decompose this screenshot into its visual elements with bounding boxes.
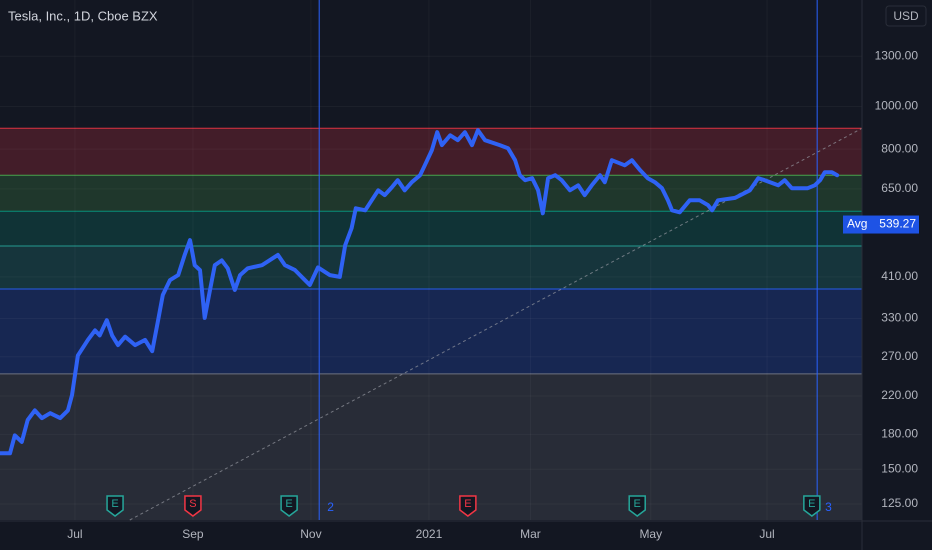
average-value: 539.27 bbox=[879, 217, 916, 231]
price-axis bbox=[862, 0, 932, 550]
y-tick-label: 650.00 bbox=[881, 181, 918, 195]
average-label: Avg bbox=[847, 217, 867, 231]
y-tick-label: 1300.00 bbox=[875, 48, 919, 62]
y-tick-label: 150.00 bbox=[881, 461, 918, 475]
x-tick-label: Sep bbox=[182, 527, 204, 541]
x-tick-label: Mar bbox=[520, 527, 541, 541]
x-tick-label: Nov bbox=[300, 527, 321, 541]
y-tick-label: 180.00 bbox=[881, 427, 918, 441]
average-box bbox=[843, 215, 919, 234]
y-tick-label: 800.00 bbox=[881, 141, 918, 155]
event-label: S bbox=[189, 498, 196, 510]
event-marker bbox=[184, 495, 202, 517]
event-marker bbox=[803, 495, 821, 517]
y-tick-label: 270.00 bbox=[881, 349, 918, 363]
event-marker bbox=[628, 495, 646, 517]
y-tick-label: 330.00 bbox=[881, 311, 918, 325]
plot-area bbox=[0, 0, 863, 521]
chart-title: Tesla, Inc., 1D, Cboe BZX bbox=[8, 8, 158, 23]
event-marker bbox=[106, 495, 124, 517]
currency-label[interactable]: USD bbox=[893, 9, 919, 23]
x-tick-label: May bbox=[639, 527, 662, 541]
zone bbox=[0, 373, 862, 520]
zone bbox=[0, 245, 862, 289]
zone bbox=[0, 175, 862, 212]
event-label: E bbox=[634, 498, 641, 510]
price-line bbox=[0, 128, 840, 456]
y-tick-label: 220.00 bbox=[881, 388, 918, 402]
x-tick-label: Jul bbox=[759, 527, 774, 541]
y-tick-label: 410.00 bbox=[881, 269, 918, 283]
event-marker bbox=[459, 495, 477, 517]
y-tick-label: 1000.00 bbox=[875, 99, 919, 113]
zone bbox=[0, 288, 862, 374]
zone bbox=[0, 211, 862, 246]
y-tick-label: 125.00 bbox=[881, 496, 918, 510]
x-tick-label: 2021 bbox=[416, 527, 443, 541]
event-marker bbox=[280, 495, 298, 517]
event-label: E bbox=[464, 498, 471, 510]
event-label: E bbox=[111, 498, 118, 510]
currency-button[interactable] bbox=[885, 5, 927, 27]
vertical-line-label: 3 bbox=[825, 500, 832, 514]
event-label: E bbox=[285, 498, 292, 510]
event-label: E bbox=[808, 498, 815, 510]
x-tick-label: Jul bbox=[67, 527, 82, 541]
vertical-line-label: 2 bbox=[327, 500, 334, 514]
